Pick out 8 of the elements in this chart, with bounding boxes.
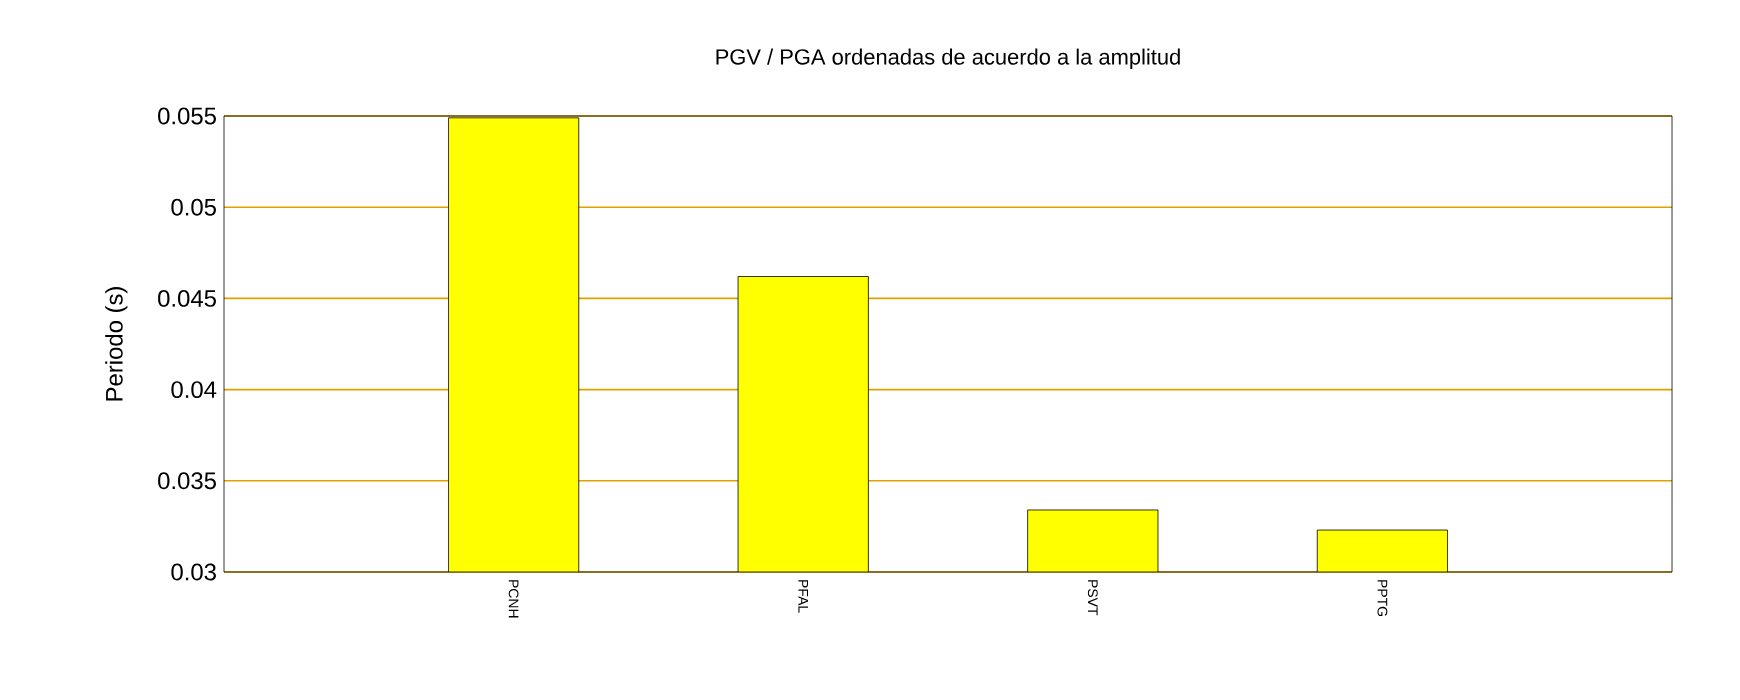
y-tick-label: 0.035: [158, 472, 216, 490]
y-tick-label: 0.045: [158, 289, 216, 307]
y-tick-label: 0.03: [171, 563, 216, 581]
y-axis-title: Periodo (s): [105, 287, 128, 401]
y-tick-label: 0.04: [171, 381, 217, 399]
y-tick-label: 0.05: [171, 198, 216, 216]
y-tick-label: 0.055: [158, 107, 216, 125]
chart-title: PGV / PGA ordenadas de acuerdo a la amplitud: [716, 48, 1180, 69]
